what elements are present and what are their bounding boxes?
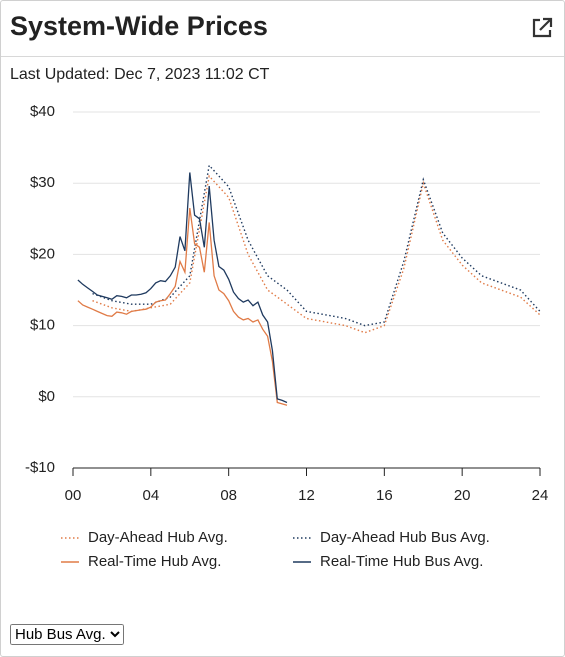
external-link-icon[interactable] [531, 17, 553, 39]
legend-label: Day-Ahead Hub Bus Avg. [320, 529, 490, 546]
last-updated: Last Updated: Dec 7, 2023 11:02 CT [10, 66, 270, 83]
y-tick-label: $0 [38, 388, 55, 405]
y-tick-label: -$10 [25, 459, 55, 476]
x-tick-label: 12 [298, 487, 315, 504]
divider [1, 56, 564, 57]
y-tick-label: $30 [30, 174, 55, 191]
series-dropdown[interactable]: Hub Bus Avg. [10, 624, 124, 645]
x-tick-label: 08 [220, 487, 237, 504]
x-tick-label: 00 [65, 487, 82, 504]
x-tick-label: 16 [376, 487, 393, 504]
x-tick-label: 04 [142, 487, 159, 504]
card-title: System-Wide Prices [10, 11, 268, 41]
y-tick-label: $20 [30, 245, 55, 262]
y-tick-label: $10 [30, 317, 55, 334]
x-tick-label: 20 [454, 487, 471, 504]
series-line [92, 174, 541, 334]
legend-label: Real-Time Hub Avg. [88, 553, 221, 570]
series-line [77, 172, 288, 404]
series-line [77, 208, 288, 406]
legend-label: Day-Ahead Hub Avg. [88, 529, 228, 546]
chart: -$10 $0 $10 $20 $30 $40 00 04 08 12 16 20 24 Day-Ahea… [25, 103, 549, 570]
legend-label: Real-Time Hub Bus Avg. [320, 553, 483, 570]
y-tick-label: $40 [30, 103, 55, 120]
x-tick-label: 24 [532, 487, 549, 504]
